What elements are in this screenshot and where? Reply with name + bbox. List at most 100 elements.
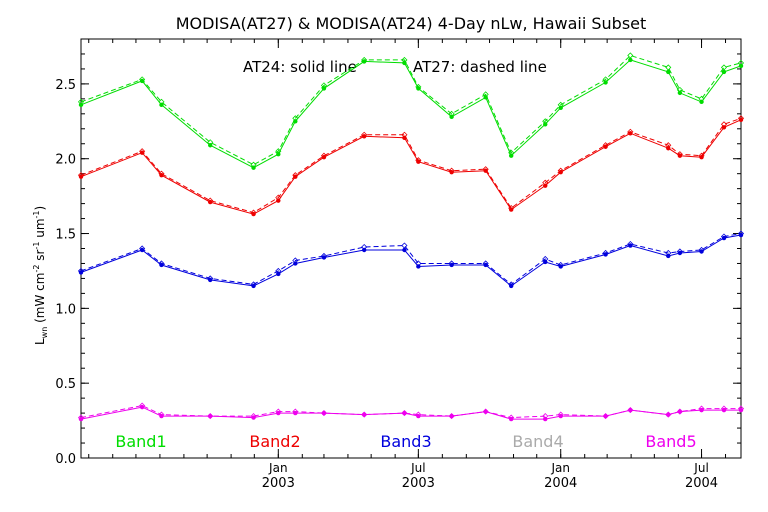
band3-at24-point — [483, 262, 488, 268]
band3-at24-point — [159, 262, 164, 268]
band3-at24-point — [603, 252, 608, 257]
band2-at24-point — [738, 117, 744, 123]
band1-at24-point — [276, 152, 281, 157]
band1-at24-point — [738, 63, 744, 69]
band5-at24-point — [208, 413, 213, 419]
band3-at24-point — [628, 243, 633, 248]
band5-at24-point — [159, 413, 164, 419]
band5-at24-point — [543, 416, 548, 422]
band1-at24-point — [78, 102, 84, 108]
band1-at24-point — [293, 119, 298, 124]
band1-at24-point — [483, 95, 488, 100]
x-tick-label-year: 2004 — [544, 476, 577, 491]
band2-at24-point — [543, 183, 548, 188]
band1-at27-point — [665, 64, 672, 71]
band1-at24-point — [699, 99, 704, 105]
band5-at27-dashed-line — [80, 405, 741, 419]
ylabel-post: ) — [33, 206, 47, 211]
band2-at24-point — [139, 150, 145, 155]
band1-at24-point — [677, 90, 683, 96]
band1-at24-point — [603, 80, 608, 85]
y-tick-label: 0.5 — [55, 377, 76, 392]
band2-at24-point — [677, 153, 683, 158]
band5-at24-point — [276, 410, 281, 416]
y-tick-label: 1.5 — [55, 228, 76, 243]
x-tick-label: Jan — [268, 461, 288, 475]
ylabel-pre: (mW cm — [33, 273, 47, 327]
band5-at24-point — [677, 409, 683, 414]
band2-at24-point — [483, 168, 488, 173]
band5-at24-point — [603, 413, 608, 419]
band3-at24-point — [402, 247, 407, 253]
plot-area: 0.00.51.01.52.02.5Jan2003Jul2003Jan2004J… — [55, 38, 745, 491]
y-tick-label: 2.0 — [55, 153, 76, 168]
legend-band4: Band4 — [512, 432, 563, 451]
y-axis-label: Lwn (mW cm-2 sr-1 um-1) — [32, 206, 49, 345]
band5-at24-point — [721, 407, 727, 413]
band2-at24-point — [603, 144, 608, 149]
ylabel-mid1: sr — [33, 249, 47, 264]
band2-at24-point — [321, 155, 327, 160]
band2-at24-point — [293, 174, 298, 179]
band3-at24-point — [738, 232, 744, 238]
band5-at24-point — [558, 413, 563, 419]
x-tick-label-year: 2004 — [685, 476, 718, 491]
band5-at24-point — [139, 404, 145, 410]
band5-at24-point — [508, 416, 514, 422]
ylabel-main: L — [33, 338, 47, 345]
legend-band5: Band5 — [645, 432, 696, 451]
ylabel-e3: -1 — [32, 210, 41, 218]
band3-at24-point — [276, 271, 281, 277]
band1-at24-point — [628, 57, 633, 63]
band2-at27-dashed-line — [80, 117, 742, 214]
band3-at27-dashed-line — [80, 233, 742, 286]
band2-at24-point — [78, 174, 84, 179]
band3-at24-point — [78, 270, 84, 275]
y-tick-label: 2.5 — [55, 78, 76, 93]
ylabel-sub: wn — [40, 327, 49, 339]
band5-at24-point — [628, 407, 633, 413]
band3-at24-point — [666, 253, 671, 259]
x-tick-label: Jul — [410, 461, 425, 475]
band1-at27-dashed-line — [80, 54, 742, 166]
band3-at24-point — [251, 283, 256, 289]
band1-at24-point — [508, 153, 514, 158]
band3-at24-point — [361, 247, 367, 253]
band2-at24-point — [508, 207, 514, 212]
x-tick-label: Jan — [550, 461, 570, 475]
band1-at24-point — [449, 114, 454, 120]
band1-at24-point — [402, 60, 407, 66]
band2-at24-point — [558, 169, 563, 175]
band3-at24-point — [721, 235, 727, 241]
chart-title: MODISA(AT27) & MODISA(AT24) 4-Day nLw, H… — [176, 14, 647, 33]
band3-at24-point — [508, 283, 514, 289]
band2-at24-point — [416, 159, 421, 164]
annotation-at27: AT27: dashed line — [413, 58, 547, 76]
band1-at24-point — [159, 102, 164, 108]
band5-at24-point — [293, 410, 298, 416]
band1-at24-point — [361, 59, 367, 64]
band5-at24-point — [361, 412, 367, 417]
band5-at24-point — [449, 413, 454, 419]
band2-at24-point — [666, 146, 671, 151]
band2-at24-point — [251, 211, 256, 217]
band1-at24-point — [208, 143, 213, 148]
band1-at27-point — [627, 52, 634, 59]
band2-at24-point — [402, 135, 407, 140]
band1-at24-point — [251, 165, 256, 170]
band2-at24-point — [449, 169, 454, 175]
band3-at24-point — [139, 247, 145, 253]
band3-at24-point — [449, 262, 454, 268]
band5-at24-point — [738, 407, 744, 413]
band1-at24-point — [139, 78, 145, 84]
band1-at24-point — [721, 69, 727, 75]
band5-at24-point — [402, 410, 407, 416]
band1-at24-point — [416, 86, 421, 91]
band2-at24-point — [628, 131, 633, 136]
band2-at24-point — [208, 199, 213, 205]
band1-at24-point — [666, 69, 671, 75]
band3-at24-point — [416, 264, 421, 269]
band5-at24-point — [699, 407, 704, 413]
